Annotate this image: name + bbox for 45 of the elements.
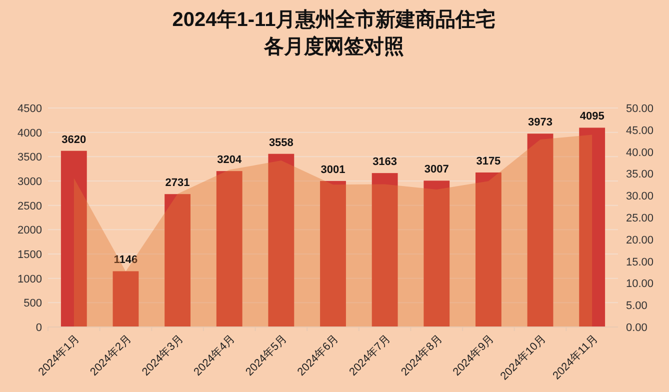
data-label: 4095 xyxy=(580,110,604,123)
bar xyxy=(60,150,87,327)
y2-tick-label: 35.00 xyxy=(626,168,654,181)
bar xyxy=(320,180,346,327)
bar xyxy=(164,194,190,327)
data-label: 3163 xyxy=(372,156,398,168)
data-label: 3558 xyxy=(268,136,294,149)
y2-tick-label: 0.00 xyxy=(626,322,648,334)
y2-tick-label: 40.00 xyxy=(626,146,654,159)
chart-subtitle: 各月度网签对照 xyxy=(263,35,404,58)
bar xyxy=(268,154,294,327)
y2-tick-label: 15.00 xyxy=(626,256,654,268)
data-label: 3973 xyxy=(528,116,553,129)
data-label: 3007 xyxy=(424,164,449,176)
y-tick-label: 1500 xyxy=(18,249,42,261)
y2-tick-label: 30.00 xyxy=(626,190,654,203)
bar xyxy=(424,180,450,327)
data-label: 3001 xyxy=(320,164,346,176)
y-tick-label: 2000 xyxy=(18,224,42,237)
y-tick-label: 3000 xyxy=(18,176,42,188)
y2-tick-label: 20.00 xyxy=(626,234,654,246)
y-tick-label: 500 xyxy=(24,298,42,310)
data-label: 3204 xyxy=(217,154,242,166)
y2-tick-label: 10.00 xyxy=(626,278,654,290)
data-label: 3175 xyxy=(476,155,501,168)
y2-tick-label: 25.00 xyxy=(626,212,654,224)
y-tick-label: 4500 xyxy=(18,103,42,115)
y-tick-label: 1000 xyxy=(18,273,42,286)
bar xyxy=(579,128,606,327)
bar xyxy=(527,134,554,327)
chart-title: 2024年1-11月惠州全市新建商品住宅 xyxy=(172,8,496,31)
bar xyxy=(216,171,242,327)
y-tick-label: 2500 xyxy=(18,200,42,212)
bar xyxy=(372,173,398,327)
y-tick-label: 3500 xyxy=(18,152,42,164)
y2-tick-label: 45.00 xyxy=(626,124,654,137)
y-tick-label: 0 xyxy=(36,322,42,334)
data-label: 3620 xyxy=(62,134,86,146)
bar xyxy=(476,172,502,327)
y2-tick-label: 5.00 xyxy=(626,300,648,312)
data-label: 2731 xyxy=(165,177,190,190)
data-label: 1146 xyxy=(114,254,138,266)
y2-tick-label: 50.00 xyxy=(626,103,654,115)
bar xyxy=(112,271,139,327)
y-tick-label: 4000 xyxy=(18,127,42,140)
